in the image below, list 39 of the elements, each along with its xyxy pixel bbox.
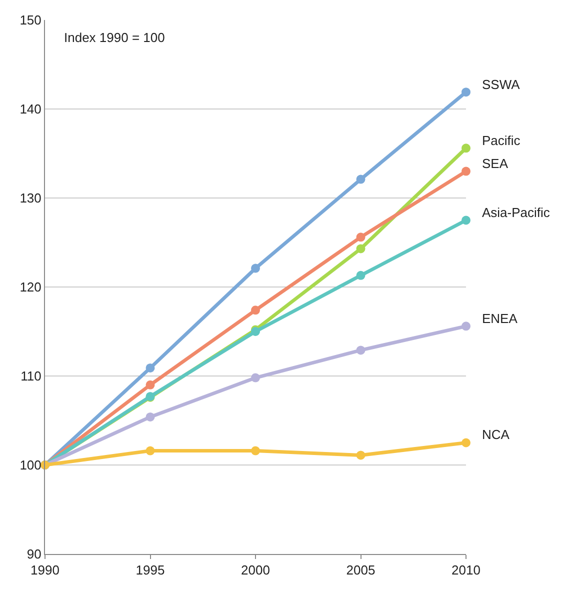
point: [146, 412, 155, 422]
point: [251, 306, 260, 315]
point: [356, 244, 366, 254]
point: [462, 166, 470, 176]
y-tick-label: 140: [20, 102, 42, 117]
series-label: NCA: [482, 427, 510, 442]
point: [146, 446, 155, 456]
annotation: Index 1990 = 100: [64, 30, 165, 45]
y-tick-label: 110: [20, 368, 42, 384]
point: [356, 450, 366, 460]
x-tick-label: 2000: [241, 562, 270, 578]
x-tick-label: 1990: [30, 562, 60, 578]
point: [462, 144, 470, 153]
point: [356, 174, 366, 184]
point: [146, 363, 155, 372]
point: [356, 232, 366, 242]
y-tick-label: 120: [20, 280, 42, 295]
series-label: ENEA: [482, 311, 518, 326]
point: [251, 446, 260, 456]
y-tick-label: 100: [20, 458, 42, 473]
y-tick-label: 90: [26, 546, 42, 562]
point: [462, 216, 470, 225]
series-label: SEA: [482, 156, 508, 171]
series-label: Pacific: [482, 133, 521, 148]
x-tick-label: 1995: [136, 562, 165, 578]
point: [146, 380, 155, 390]
x-tick-label: 2010: [452, 562, 480, 578]
y-tick-label: 130: [20, 190, 42, 206]
x-tick-label: 2005: [346, 562, 376, 578]
point: [251, 264, 260, 273]
series-label: SSWA: [482, 77, 520, 92]
point: [462, 438, 470, 448]
point: [462, 88, 470, 97]
series-label: Asia-Pacific: [482, 205, 550, 220]
point: [356, 270, 366, 280]
point: [251, 373, 260, 382]
y-tick-label: 150: [20, 12, 42, 28]
point: [462, 322, 470, 331]
point: [356, 346, 366, 355]
